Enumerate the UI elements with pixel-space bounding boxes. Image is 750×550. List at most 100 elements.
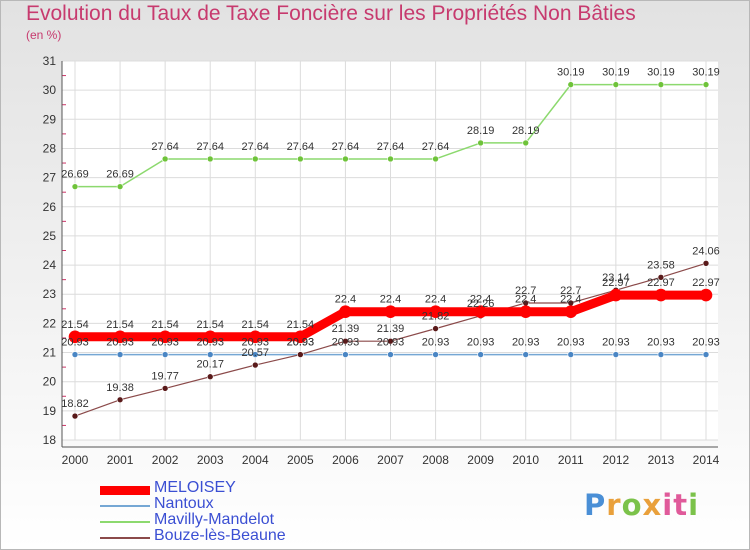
data-label-bouze-l-s-beaune: 23.14	[602, 272, 630, 284]
y-tick-label: 28	[43, 141, 57, 155]
legend-item-bouze: Bouze-lès-Beaune	[100, 527, 400, 546]
data-label-bouze-l-s-beaune: 20.17	[196, 359, 224, 371]
data-point-mavilly-mandelot	[251, 155, 259, 163]
y-tick-label: 31	[43, 54, 57, 68]
data-point-nantoux	[477, 351, 484, 358]
data-label-bouze-l-s-beaune: 22.7	[560, 285, 581, 297]
legend-swatch-bouze	[100, 537, 150, 539]
data-point-meloisey	[68, 330, 82, 344]
data-point-nantoux	[251, 351, 259, 358]
data-point-bouze-l-s-beaune	[116, 396, 124, 404]
data-point-bouze-l-s-beaune	[657, 274, 665, 281]
data-label-mavilly-mandelot: 27.64	[151, 141, 179, 153]
data-point-mavilly-mandelot	[297, 155, 304, 163]
data-point-bouze-l-s-beaune	[161, 385, 169, 392]
data-label-bouze-l-s-beaune: 24.06	[692, 245, 720, 257]
x-tick-label: 2007	[377, 453, 404, 467]
data-label-bouze-l-s-beaune: 22.26	[467, 298, 495, 310]
y-axis-unit-label: (en %)	[26, 28, 62, 42]
y-tick-label: 26	[43, 200, 57, 214]
data-label-meloisey: 22.4	[335, 294, 356, 306]
data-point-mavilly-mandelot	[477, 139, 484, 147]
y-tick-label: 23	[43, 287, 57, 301]
data-point-bouze-l-s-beaune	[432, 325, 439, 332]
x-tick-label: 2002	[152, 453, 179, 467]
data-label-meloisey: 21.54	[287, 319, 315, 331]
data-label-nantoux: 20.93	[377, 337, 405, 349]
data-label-mavilly-mandelot: 30.19	[647, 67, 675, 79]
data-label-meloisey: 22.97	[692, 277, 720, 289]
data-label-meloisey: 22.4	[470, 294, 491, 306]
data-point-mavilly-mandelot	[702, 81, 710, 88]
data-label-mavilly-mandelot: 27.64	[287, 141, 315, 153]
data-point-nantoux	[612, 351, 620, 358]
data-point-nantoux	[71, 351, 79, 358]
data-point-mavilly-mandelot	[161, 155, 169, 163]
y-tick-label: 18	[43, 433, 57, 447]
data-label-mavilly-mandelot: 30.19	[557, 67, 585, 79]
x-tick-label: 2004	[242, 453, 269, 467]
data-point-meloisey	[248, 330, 262, 344]
data-label-bouze-l-s-beaune: 23.58	[647, 259, 675, 271]
x-tick-label: 2003	[197, 453, 224, 467]
legend-label-mavilly: Mavilly-Mandelot	[154, 511, 275, 528]
data-label-nantoux: 20.93	[196, 337, 224, 349]
data-point-mavilly-mandelot	[206, 155, 214, 163]
logo-letter: x	[642, 488, 663, 522]
data-point-mavilly-mandelot	[387, 155, 394, 163]
data-label-nantoux: 20.93	[61, 337, 89, 349]
data-point-meloisey	[654, 288, 668, 302]
x-tick-label: 2001	[107, 453, 134, 467]
data-point-nantoux	[567, 351, 575, 358]
data-point-bouze-l-s-beaune	[71, 412, 79, 420]
data-label-mavilly-mandelot: 26.69	[106, 169, 134, 181]
data-point-meloisey	[699, 288, 713, 302]
data-point-mavilly-mandelot	[432, 155, 439, 163]
data-point-bouze-l-s-beaune	[206, 373, 214, 381]
data-label-bouze-l-s-beaune: 19.77	[151, 370, 179, 382]
data-label-nantoux: 20.93	[647, 337, 675, 349]
y-tick-label: 25	[43, 229, 57, 243]
data-point-bouze-l-s-beaune	[342, 337, 349, 345]
logo-letter: P	[584, 488, 607, 522]
data-label-mavilly-mandelot: 28.19	[512, 125, 540, 137]
data-label-nantoux: 20.93	[512, 337, 540, 349]
data-label-meloisey: 21.54	[242, 319, 270, 331]
data-label-meloisey: 22.97	[602, 277, 630, 289]
logo-letter: i	[688, 488, 700, 522]
legend-swatch-meloisey	[100, 486, 150, 495]
data-label-meloisey: 21.54	[106, 319, 134, 331]
data-point-nantoux	[657, 351, 665, 358]
data-label-mavilly-mandelot: 30.19	[602, 67, 630, 79]
data-label-bouze-l-s-beaune: 21.39	[377, 323, 405, 335]
data-label-bouze-l-s-beaune: 22.7	[515, 285, 536, 297]
data-label-mavilly-mandelot: 27.64	[377, 141, 405, 153]
data-point-meloisey	[519, 305, 533, 319]
x-tick-label: 2010	[512, 453, 539, 467]
x-tick-label: 2005	[287, 453, 314, 467]
proxiti-logo: Proxiti	[584, 488, 699, 522]
legend-swatch-mavilly	[100, 521, 150, 523]
data-label-bouze-l-s-beaune: 20.57	[242, 347, 270, 359]
data-label-bouze-l-s-beaune: 18.82	[61, 398, 89, 410]
data-point-mavilly-mandelot	[116, 183, 124, 190]
y-tick-label: 20	[43, 375, 57, 389]
data-label-bouze-l-s-beaune: 21.39	[332, 323, 360, 335]
legend-swatch-nantoux	[100, 505, 150, 507]
data-label-nantoux: 20.93	[422, 337, 450, 349]
data-point-mavilly-mandelot	[522, 139, 530, 147]
data-label-meloisey: 22.4	[380, 294, 401, 306]
data-point-mavilly-mandelot	[342, 155, 349, 163]
legend-label-meloisey: MELOISEY	[154, 479, 236, 496]
data-label-mavilly-mandelot: 30.19	[692, 67, 720, 79]
data-point-mavilly-mandelot	[612, 81, 620, 88]
y-tick-label: 30	[43, 83, 57, 97]
data-point-nantoux	[702, 351, 710, 358]
data-label-nantoux: 20.93	[151, 337, 179, 349]
data-label-mavilly-mandelot: 27.64	[196, 141, 224, 153]
data-label-mavilly-mandelot: 26.69	[61, 169, 89, 181]
x-tick-label: 2013	[648, 453, 675, 467]
data-point-meloisey	[113, 330, 127, 344]
data-point-mavilly-mandelot	[567, 81, 575, 88]
data-point-meloisey	[158, 330, 172, 344]
